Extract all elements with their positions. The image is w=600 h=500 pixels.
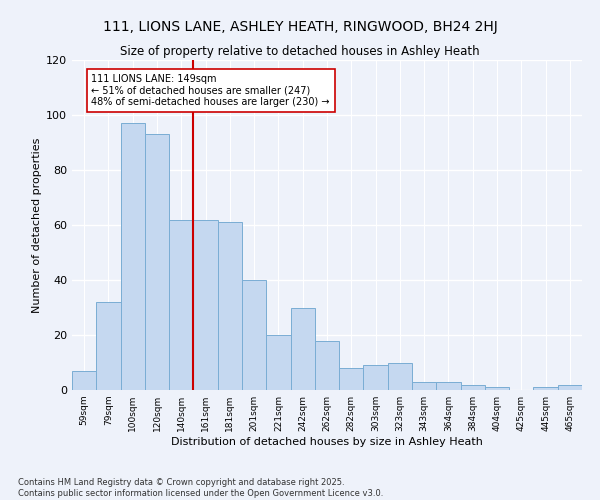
Bar xyxy=(72,371,96,390)
Bar xyxy=(290,308,315,390)
Bar xyxy=(436,382,461,390)
Bar xyxy=(364,365,388,390)
Bar xyxy=(315,340,339,390)
Bar xyxy=(461,384,485,390)
Bar xyxy=(485,387,509,390)
Bar xyxy=(169,220,193,390)
Y-axis label: Number of detached properties: Number of detached properties xyxy=(32,138,42,312)
Bar xyxy=(388,362,412,390)
Bar xyxy=(558,384,582,390)
Bar xyxy=(145,134,169,390)
Bar xyxy=(266,335,290,390)
Bar xyxy=(242,280,266,390)
Bar xyxy=(218,222,242,390)
X-axis label: Distribution of detached houses by size in Ashley Heath: Distribution of detached houses by size … xyxy=(171,437,483,447)
Text: 111, LIONS LANE, ASHLEY HEATH, RINGWOOD, BH24 2HJ: 111, LIONS LANE, ASHLEY HEATH, RINGWOOD,… xyxy=(103,20,497,34)
Bar xyxy=(96,302,121,390)
Text: Contains HM Land Registry data © Crown copyright and database right 2025.
Contai: Contains HM Land Registry data © Crown c… xyxy=(18,478,383,498)
Bar xyxy=(339,368,364,390)
Bar xyxy=(533,387,558,390)
Bar xyxy=(193,220,218,390)
Bar xyxy=(412,382,436,390)
Text: 111 LIONS LANE: 149sqm
← 51% of detached houses are smaller (247)
48% of semi-de: 111 LIONS LANE: 149sqm ← 51% of detached… xyxy=(91,74,330,107)
Bar xyxy=(121,123,145,390)
Text: Size of property relative to detached houses in Ashley Heath: Size of property relative to detached ho… xyxy=(120,45,480,58)
